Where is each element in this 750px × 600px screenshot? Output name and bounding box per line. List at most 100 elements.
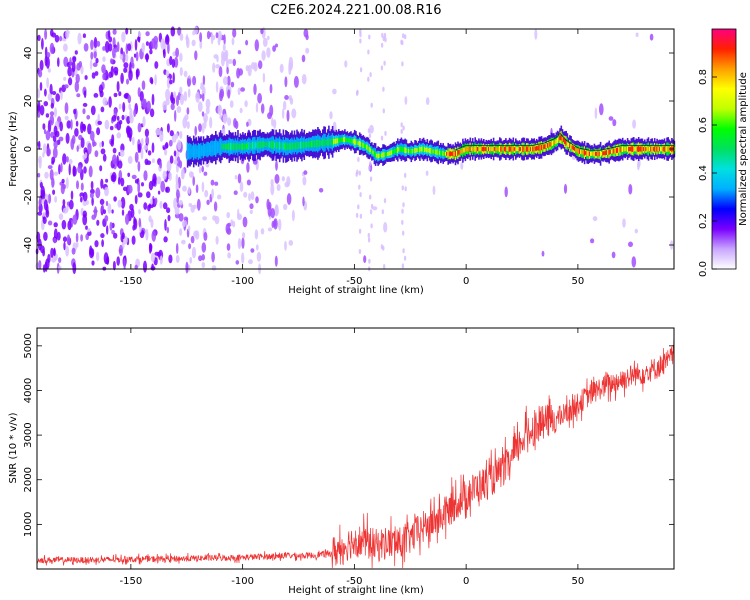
ridge-core <box>383 152 385 158</box>
ridge-core <box>417 147 420 152</box>
spectrogram-speckle-dot <box>43 101 49 107</box>
spectrogram-speckle-dot <box>240 87 246 92</box>
spectrogram-speckle-dot <box>262 37 268 48</box>
spectrogram-streak-dot <box>367 76 370 82</box>
ridge-core <box>615 147 618 153</box>
ridge-core <box>212 145 215 152</box>
spectrogram-speckle-dot <box>122 186 128 192</box>
ridge-core <box>428 148 431 154</box>
ridge-core <box>474 146 476 152</box>
spectrogram-streak-dot <box>356 169 359 175</box>
spectrogram-speckle-dot <box>134 151 139 163</box>
spectrogram-speckle-dot <box>183 70 188 78</box>
ridge-core <box>288 143 291 150</box>
ridge-core <box>511 146 513 152</box>
spectrogram-speckle-dot <box>182 185 187 192</box>
ridge-core <box>645 147 647 151</box>
y-tick-label: 40 <box>23 47 34 60</box>
ridge-core <box>213 144 216 152</box>
spectrogram-speckle-dot <box>142 98 147 109</box>
ridge-core <box>376 153 378 158</box>
spectrogram-speckle-dot <box>166 226 170 234</box>
ridge-core <box>555 139 558 145</box>
ridge-core <box>531 146 533 152</box>
x-tick-label: 50 <box>572 576 585 587</box>
spectrogram-speckle-dot <box>234 175 238 180</box>
spectrogram-speckle-dot <box>188 203 193 207</box>
spectrogram-speckle-dot <box>187 78 191 87</box>
spectrogram-speckle-dot <box>93 51 97 59</box>
spectrogram-speckle-dot <box>157 190 161 195</box>
spectrogram-speckle-dot <box>54 107 57 118</box>
ridge-core <box>608 149 610 155</box>
ridge-core <box>499 146 501 152</box>
ridge-core <box>594 151 597 156</box>
spectrogram-speckle-dot <box>203 231 208 241</box>
spectrogram-speckle-dot <box>134 194 138 205</box>
spectrogram-speckle-dot <box>159 130 164 142</box>
ridge-core <box>427 148 430 153</box>
ridge-core <box>603 151 606 155</box>
spectrogram-speckle-dot <box>148 180 154 191</box>
ridge-core <box>278 141 281 150</box>
ridge-core <box>387 152 389 156</box>
spectrogram-speckle-dot <box>237 238 242 250</box>
spectrogram-streak-dot <box>382 108 385 114</box>
spectrogram-speckle-dot <box>74 50 78 55</box>
spectrogram-speckle-dot <box>156 176 162 185</box>
spectrogram-speckle-dot <box>137 143 141 154</box>
ridge-core <box>545 143 548 149</box>
spectrogram-speckle-dot <box>270 179 274 187</box>
ridge-core <box>207 146 210 153</box>
ridge-core <box>609 149 612 154</box>
spectrogram-speckle-dot <box>284 95 289 100</box>
spectrogram-speckle-dot <box>649 33 654 41</box>
ridge-core <box>310 141 313 148</box>
spectrogram-speckle-dot <box>141 182 144 187</box>
spectrogram-speckle-dot <box>178 213 184 222</box>
ridge-core <box>441 151 443 156</box>
ridge-core <box>660 146 662 152</box>
ridge-core <box>543 144 545 150</box>
ridge-core <box>285 142 287 151</box>
ridge-core <box>334 139 336 144</box>
spectrogram-speckle-dot <box>165 88 171 101</box>
figure-title: C2E6.2024.221.00.08.R16 <box>270 3 441 18</box>
ridge-core <box>322 139 324 147</box>
ridge-core <box>233 143 236 150</box>
spectrogram-speckle-dot <box>164 35 170 45</box>
spectrogram-speckle-dot <box>60 183 65 195</box>
spectrogram-speckle-dot <box>197 101 203 112</box>
ridge-core <box>480 146 483 152</box>
ridge-core <box>586 150 588 156</box>
ridge-core <box>456 151 458 156</box>
spectrogram-speckle-dot <box>190 235 195 244</box>
spectrogram-x-axis-label: Height of straight line (km) <box>288 285 424 296</box>
ridge-core <box>253 141 255 150</box>
spectrogram-streak-dot <box>401 61 404 67</box>
spectrogram-speckle-dot <box>222 52 228 61</box>
spectrogram-streak-dot <box>401 185 404 191</box>
spectrogram-speckle-dot <box>217 104 222 116</box>
spectrogram-speckle-dot <box>205 98 211 109</box>
ridge-core <box>503 146 506 152</box>
ridge-core <box>646 146 649 152</box>
spectrogram-speckle-dot <box>55 93 60 102</box>
colorbar-tick-label: 0.4 <box>698 165 709 181</box>
ridge-core <box>255 142 258 148</box>
spectrogram-speckle-dot <box>47 220 53 226</box>
spectrogram-speckle-dot <box>154 197 158 205</box>
spectrogram-speckle-dot <box>237 87 241 96</box>
ridge-core <box>460 149 463 153</box>
spectrogram-speckle-dot <box>637 159 641 168</box>
ridge-core <box>204 147 206 153</box>
spectrogram-speckle-dot <box>230 219 234 227</box>
ridge-core <box>312 140 314 148</box>
ridge-core <box>489 146 491 152</box>
spectrogram-speckle-dot <box>270 208 276 219</box>
x-tick-label: -100 <box>231 276 254 287</box>
ridge-core <box>617 147 619 153</box>
ridge-core <box>538 145 540 151</box>
spectrogram-speckle-dot <box>169 130 174 137</box>
ridge-core <box>475 146 478 152</box>
